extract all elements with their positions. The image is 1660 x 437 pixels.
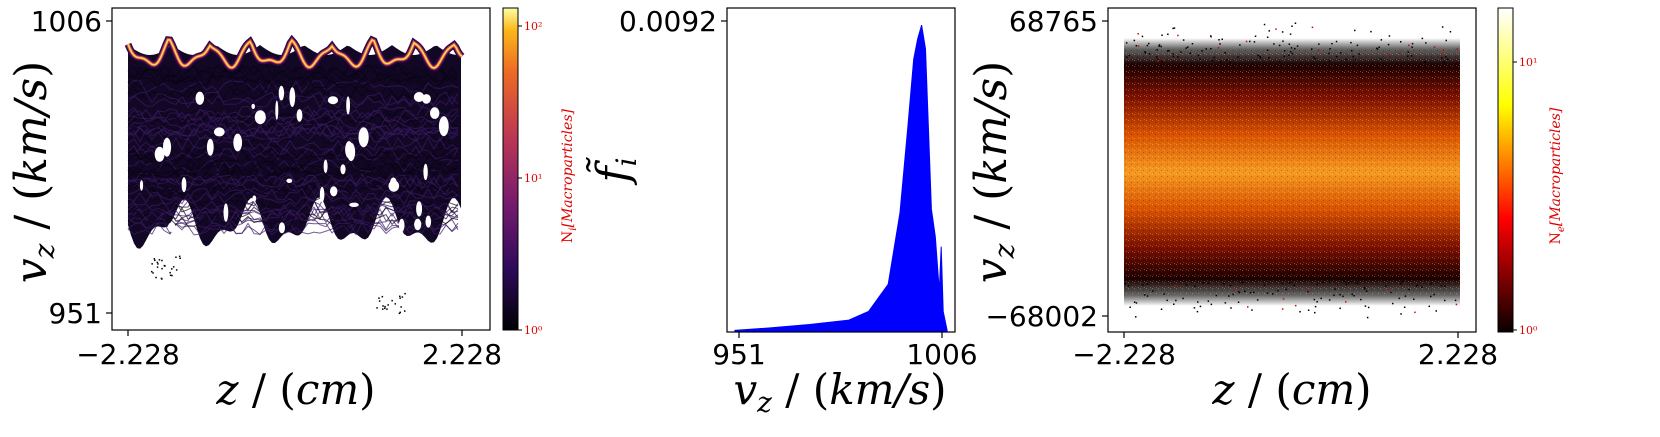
dist-ytick-top: 0.0092 xyxy=(619,5,717,38)
ion-colorbar-tick-1: 10¹ xyxy=(524,172,542,185)
electron-phase-space-panel: 68765 −68002 −2.228 2.228 z / (cm) vz / … xyxy=(966,5,1567,414)
ion-colorbar-tick-0: 10⁰ xyxy=(524,324,543,337)
ion-plot-frame xyxy=(111,7,491,331)
elec-colorbar-tick-0: 10⁰ xyxy=(1519,324,1538,337)
electron-colorbar xyxy=(1497,7,1514,333)
dist-xtick-right: 1006 xyxy=(906,338,977,371)
ion-phase-space-panel: 1006 951 −2.228 2.228 z / (cm) vz / (km/… xyxy=(6,5,579,414)
elec-xtick-left: −2.228 xyxy=(1072,338,1176,371)
ion-colorbar xyxy=(502,7,519,331)
distribution-plot-frame xyxy=(726,7,956,333)
ion-ytick-bottom: 951 xyxy=(49,297,102,330)
dist-xtick-left: 951 xyxy=(712,338,765,371)
dist-y-axis-label: f̃i xyxy=(584,156,643,186)
elec-xtick-right: 2.228 xyxy=(1418,338,1498,371)
ion-y-axis-label: vz / (km/s) xyxy=(6,61,61,284)
electron-phase-space-heatmap xyxy=(1124,22,1460,319)
ion-xtick-left: −2.228 xyxy=(76,338,180,371)
ion-x-axis-label: z / (cm) xyxy=(215,365,375,414)
elec-x-axis-label: z / (cm) xyxy=(1211,365,1371,414)
ion-colorbar-tick-2: 10² xyxy=(524,20,542,33)
elec-ytick-bottom: −68002 xyxy=(985,300,1098,333)
elec-y-axis-label: vz / (km/s) xyxy=(966,61,1021,284)
elec-colorbar-label: Ne[Macroparticles] xyxy=(1548,107,1567,244)
ion-ytick-top: 1006 xyxy=(31,5,102,38)
elec-colorbar-tick-1: 10¹ xyxy=(1519,56,1537,69)
ion-xtick-right: 2.228 xyxy=(422,338,502,371)
ion-distribution-area xyxy=(734,24,948,333)
elec-ytick-top: 68765 xyxy=(1009,5,1098,38)
dist-x-axis-label: vz / (km/s) xyxy=(733,365,946,419)
ion-phase-space-heatmap xyxy=(124,34,465,315)
electron-plot-frame xyxy=(1107,7,1477,333)
ion-distribution-panel: 0.0092 951 1006 vz / (km/s) f̃i xyxy=(584,5,977,419)
ion-colorbar-label: Ni[Macroparticles] xyxy=(560,109,579,243)
